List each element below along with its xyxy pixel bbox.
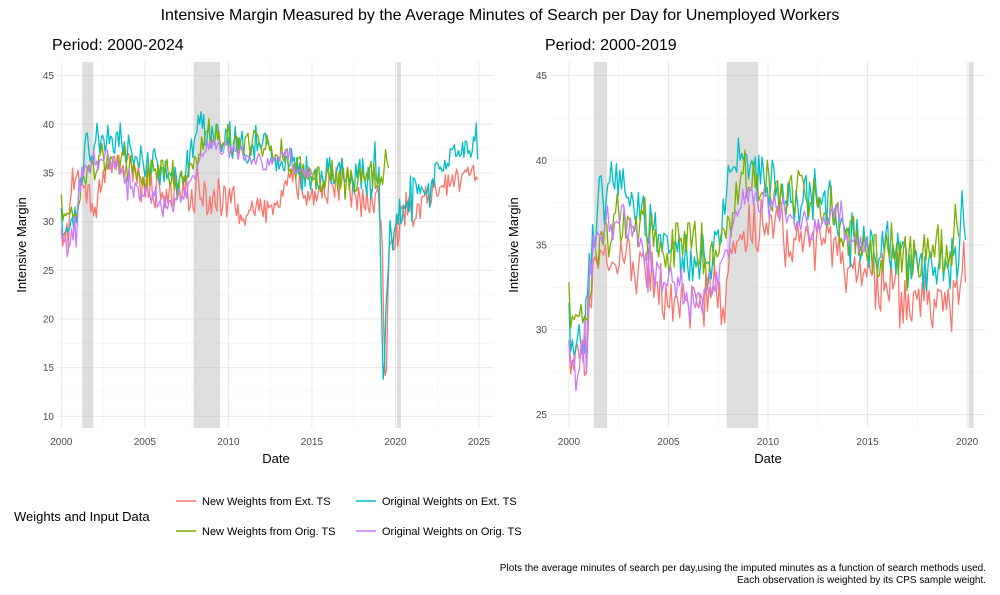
x-axis-title: Date bbox=[754, 451, 781, 466]
x-axis-title: Date bbox=[262, 451, 289, 466]
x-tick-label: 2020 bbox=[384, 437, 407, 448]
panel-subtitle: Period: 2000-2019 bbox=[545, 37, 677, 54]
legend: Weights and Input Data New Weights from … bbox=[14, 496, 522, 538]
recession-band bbox=[593, 62, 608, 428]
y-axis-title: Intensive Margin bbox=[14, 197, 29, 292]
legend-label-3: New Weights from Orig. TS bbox=[202, 526, 335, 538]
series-line bbox=[568, 198, 967, 377]
x-tick-label: 2020 bbox=[956, 437, 979, 448]
legend-label-2: Original Weights on Ext. TS bbox=[382, 496, 517, 508]
y-tick-label: 30 bbox=[536, 325, 548, 336]
series-line bbox=[60, 152, 479, 377]
recession-band bbox=[396, 62, 401, 428]
y-tick-label: 25 bbox=[43, 266, 55, 277]
y-tick-label: 15 bbox=[43, 363, 55, 374]
y-tick-label: 40 bbox=[536, 156, 548, 167]
series-line bbox=[568, 186, 869, 392]
figure-title: Intensive Margin Measured by the Average… bbox=[161, 7, 840, 24]
x-tick-label: 2005 bbox=[134, 437, 157, 448]
caption-line-2: Each observation is weighted by its CPS … bbox=[737, 575, 986, 586]
y-tick-label: 35 bbox=[43, 168, 55, 179]
legend-entry: Original Weights on Ext. TS bbox=[356, 496, 517, 508]
legend-entry: Original Weights on Orig. TS bbox=[356, 526, 522, 538]
legend-entry: New Weights from Ext. TS bbox=[176, 496, 331, 508]
x-tick-label: 2010 bbox=[217, 437, 240, 448]
y-tick-label: 20 bbox=[43, 314, 55, 325]
y-axis-title: Intensive Margin bbox=[506, 197, 521, 292]
y-tick-label: 45 bbox=[43, 71, 55, 82]
y-tick-label: 40 bbox=[43, 120, 55, 131]
x-tick-label: 2000 bbox=[50, 437, 73, 448]
x-tick-label: 2025 bbox=[468, 437, 491, 448]
x-tick-label: 2000 bbox=[558, 437, 581, 448]
recession-band bbox=[726, 62, 759, 428]
recession-band bbox=[82, 62, 94, 428]
x-tick-label: 2010 bbox=[757, 437, 780, 448]
recession-band bbox=[968, 62, 974, 428]
y-tick-label: 10 bbox=[43, 412, 55, 423]
y-tick-label: 30 bbox=[43, 217, 55, 228]
legend-entry: New Weights from Orig. TS bbox=[176, 526, 335, 538]
x-tick-label: 2005 bbox=[657, 437, 680, 448]
x-tick-label: 2015 bbox=[856, 437, 879, 448]
y-tick-label: 25 bbox=[536, 410, 548, 421]
x-tick-label: 2015 bbox=[301, 437, 324, 448]
legend-title: Weights and Input Data bbox=[14, 509, 150, 524]
series-line bbox=[60, 139, 313, 258]
y-tick-label: 45 bbox=[536, 71, 548, 82]
chart-panel-2: Period: 2000-2019 25 30 35 40 45 2000 2005 2010 2… bbox=[506, 37, 985, 466]
panel-subtitle: Period: 2000-2024 bbox=[52, 37, 184, 54]
y-tick-label: 35 bbox=[536, 241, 548, 252]
caption-line-1: Plots the average minutes of search per … bbox=[500, 563, 986, 574]
legend-label-4: Original Weights on Orig. TS bbox=[382, 526, 522, 538]
legend-label-1: New Weights from Ext. TS bbox=[202, 496, 331, 508]
